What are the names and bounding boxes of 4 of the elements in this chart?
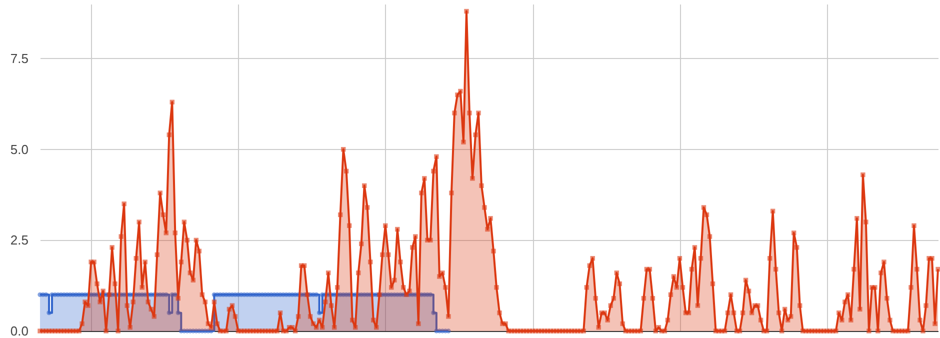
- y-tick-label: 2.5: [10, 232, 28, 248]
- y-tick-label: 5.0: [10, 142, 28, 157]
- y-tick-label: 7.5: [10, 51, 28, 66]
- y-tick-label: 0.0: [10, 324, 28, 338]
